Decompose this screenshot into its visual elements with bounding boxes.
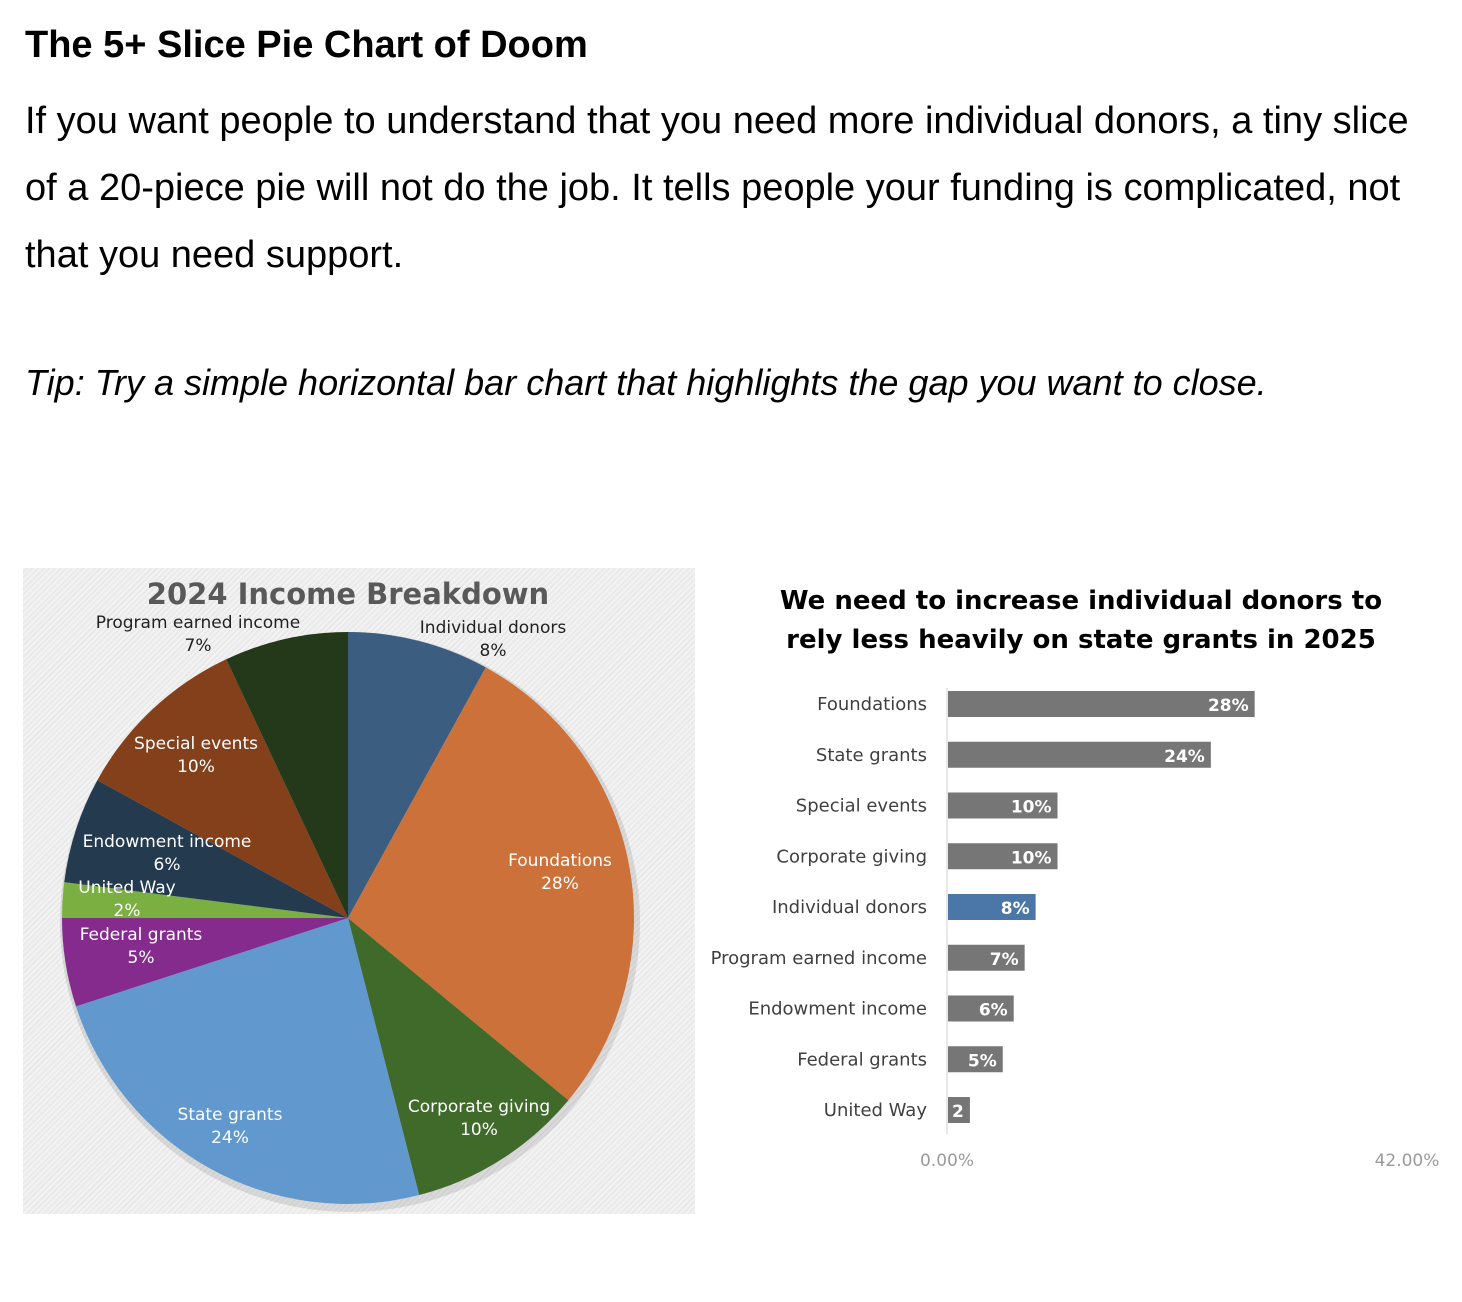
bar-value-endowment-income: 6%: [979, 1001, 1008, 1021]
bar-value-united-way: 2: [952, 1102, 964, 1122]
pie-label-corporate-giving: Corporate giving: [408, 1097, 550, 1117]
pie-label-individual-donors: Individual donors: [420, 618, 567, 638]
pie-slice-foundations: [348, 667, 634, 1101]
pie-value-special-events: 10%: [177, 757, 215, 777]
pie-value-endowment-income: 6%: [154, 855, 181, 875]
bar-value-special-events: 10%: [1011, 798, 1052, 818]
bar-x-tick-2: 42.00%: [1375, 1151, 1440, 1171]
pie-slice-state-grants: [76, 918, 420, 1204]
pie-label-endowment-income: Endowment income: [83, 832, 252, 852]
bar-value-individual-donors: 8%: [1001, 899, 1030, 919]
pie-slice-program-earned-income: [226, 632, 348, 918]
pie-value-united-way: 2%: [114, 901, 141, 921]
bar-value-program-earned-income: 7%: [990, 950, 1019, 970]
bar-category-corporate-giving: Corporate giving: [776, 846, 927, 867]
pie-label-special-events: Special events: [134, 734, 258, 754]
article-intro: If you want people to understand that yo…: [25, 100, 1409, 276]
bar-category-endowment-income: Endowment income: [748, 999, 927, 1020]
bar-federal-grants: [948, 1046, 1003, 1073]
bar-category-individual-donors: Individual donors: [772, 897, 927, 918]
bar-category-united-way: United Way: [824, 1100, 928, 1121]
pie-slice-federal-grants: [62, 918, 348, 1007]
pie-label-united-way: United Way: [78, 878, 175, 898]
bar-value-corporate-giving: 10%: [1011, 848, 1052, 868]
bar-foundations: [948, 691, 1255, 717]
bar-category-program-earned-income: Program earned income: [711, 948, 927, 969]
bar-special-events: [948, 792, 1058, 819]
bar-endowment-income: [948, 995, 1014, 1022]
pie-value-federal-grants: 5%: [128, 948, 155, 968]
pie-value-individual-donors: 8%: [480, 641, 507, 661]
pie-value-foundations: 28%: [541, 874, 579, 894]
bar-individual-donors: [948, 894, 1036, 920]
bar-category-state-grants: State grants: [816, 745, 927, 766]
bar-value-foundations: 28%: [1208, 696, 1249, 716]
bar-corporate-giving: [948, 843, 1058, 870]
pie-label-state-grants: State grants: [178, 1105, 283, 1125]
pie-slice-individual-donors: [348, 632, 486, 918]
bar-title-line-1: We need to increase individual donors to: [780, 586, 1382, 616]
pie-slice-endowment-income: [64, 780, 348, 918]
pie-value-corporate-giving: 10%: [460, 1120, 498, 1140]
bar-united-way: [948, 1097, 970, 1123]
bar-state-grants: [948, 741, 1211, 768]
pie-label-program-earned-income: Program earned income: [96, 613, 300, 633]
pie-slice-corporate-giving: [348, 918, 569, 1196]
article-heading: The 5+ Slice Pie Chart of Doom: [25, 24, 588, 66]
bar-value-state-grants: 24%: [1164, 747, 1205, 767]
pie-slice-special-events: [97, 659, 348, 918]
bar-category-special-events: Special events: [796, 796, 927, 817]
pie-value-state-grants: 24%: [211, 1128, 249, 1148]
pie-title: 2024 Income Breakdown: [147, 577, 549, 611]
bar-category-foundations: Foundations: [817, 694, 927, 715]
bar-value-federal-grants: 5%: [968, 1051, 997, 1071]
bar-program-earned-income: [948, 944, 1025, 971]
bar-category-federal-grants: Federal grants: [797, 1049, 927, 1070]
pie-label-federal-grants: Federal grants: [80, 925, 203, 945]
pie-slice-united-way: [62, 882, 348, 918]
pie-label-foundations: Foundations: [508, 851, 612, 871]
article-tip: Tip: Try a simple horizontal bar chart t…: [25, 362, 1267, 403]
pie-chart-panel: 2024 Income Breakdown Individual donors 8%…: [23, 568, 695, 1214]
bar-title-line-2: rely less heavily on state grants in 202…: [786, 625, 1376, 655]
pie-chart: 2024 Income Breakdown Individual donors 8%…: [60, 577, 640, 1212]
pie-value-program-earned-income: 7%: [185, 636, 212, 656]
bar-chart-panel: We need to increase individual donors to…: [705, 568, 1450, 1178]
bar-chart: We need to increase individual donors to…: [711, 586, 1440, 1171]
bar-x-tick-1: 0.00%: [920, 1151, 974, 1171]
